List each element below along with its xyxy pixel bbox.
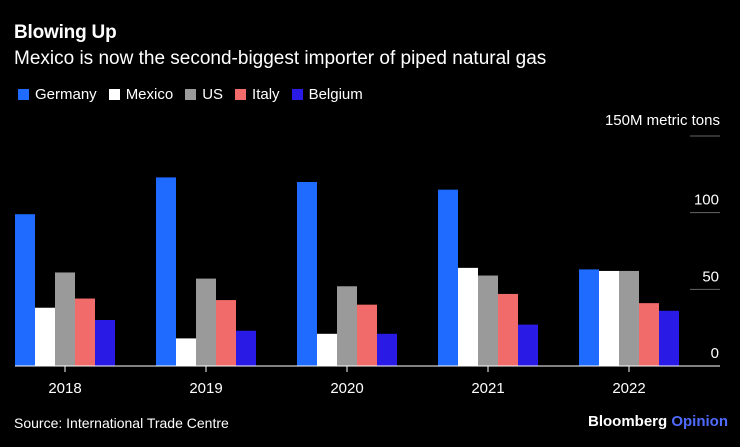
legend-swatch-belgium: [291, 89, 303, 100]
legend: Germany Mexico US Italy Belgium: [18, 86, 375, 103]
y-tick-label: 100: [694, 192, 719, 209]
legend-label-belgium: Belgium: [308, 86, 363, 103]
chart-title: Blowing Up: [14, 22, 117, 43]
bar-belgium-2020: [377, 333, 397, 366]
bar-mexico-2022: [599, 270, 619, 366]
y-tick-label: 50: [702, 268, 719, 285]
bar-mexico-2018: [35, 307, 55, 366]
legend-swatch-italy: [235, 89, 247, 100]
bar-us-2021: [478, 275, 498, 366]
bar-germany-2021: [438, 189, 458, 366]
bar-italy-2018: [75, 298, 95, 366]
bar-italy-2020: [357, 304, 377, 366]
x-tick-label: 2021: [471, 380, 504, 397]
y-axis-unit-label: 150M metric tons: [604, 112, 720, 129]
x-tick-label: 2020: [330, 380, 363, 397]
bar-belgium-2018: [95, 320, 115, 366]
bar-belgium-2022: [659, 310, 679, 366]
legend-label-italy: Italy: [252, 86, 280, 103]
bar-germany-2022: [579, 269, 599, 366]
bar-germany-2020: [297, 182, 317, 366]
bar-us-2019: [196, 278, 216, 366]
bar-mexico-2020: [317, 333, 337, 366]
brand-opinion: Opinion: [671, 413, 728, 430]
bar-germany-2019: [156, 177, 176, 366]
legend-item-germany: Germany: [18, 86, 97, 103]
bar-mexico-2021: [458, 267, 478, 366]
brand-name: Bloomberg: [588, 413, 668, 430]
legend-swatch-us: [185, 89, 197, 100]
source-note: Source: International Trade Centre: [14, 415, 229, 431]
legend-label-us: US: [202, 86, 224, 103]
bar-italy-2019: [216, 300, 236, 366]
bar-belgium-2019: [236, 330, 256, 366]
y-tick-label: 0: [711, 345, 719, 362]
legend-label-mexico: Mexico: [125, 86, 174, 103]
bar-belgium-2021: [518, 324, 538, 366]
bar-us-2018: [55, 272, 75, 366]
legend-swatch-germany: [18, 89, 29, 100]
x-tick-label: 2022: [612, 380, 645, 397]
legend-swatch-mexico: [108, 89, 120, 100]
bar-germany-2018: [15, 214, 35, 366]
legend-item-mexico: Mexico: [108, 86, 174, 103]
bar-mexico-2019: [176, 338, 196, 366]
x-tick-label: 2019: [189, 380, 222, 397]
legend-item-us: US: [185, 86, 223, 103]
legend-item-italy: Italy: [235, 86, 280, 103]
legend-label-germany: Germany: [35, 86, 97, 103]
bar-italy-2021: [498, 293, 518, 366]
x-tick-label: 2018: [48, 380, 81, 397]
bar-us-2020: [337, 286, 357, 366]
legend-item-belgium: Belgium: [291, 86, 363, 103]
bar-us-2022: [619, 270, 639, 366]
chart-subtitle: Mexico is now the second-biggest importe…: [14, 48, 547, 69]
bar-italy-2022: [639, 303, 659, 366]
brand-logo: Bloomberg Opinion: [588, 413, 728, 430]
